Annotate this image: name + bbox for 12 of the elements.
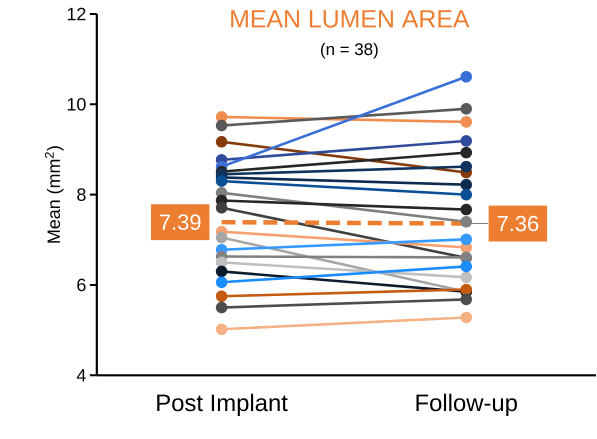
text: (n = 38)	[321, 42, 378, 58]
y-tick-label: 10	[68, 98, 86, 111]
x-tick-label: Post Implant	[157, 394, 288, 416]
y-tick-label: 8	[77, 188, 86, 201]
y-tick-label: 6	[77, 278, 86, 292]
chart-title: MEAN LUMEN AREA	[231, 10, 470, 28]
y-tick-label: 12	[68, 8, 86, 20]
x-tick-label: Follow-up	[416, 394, 517, 416]
annotation: 7.36	[498, 216, 538, 232]
annotation: 7.39	[160, 214, 200, 230]
y-axis-title: Mean (mm$^{2}$)	[44, 146, 64, 243]
y-tick-label: 4	[76, 369, 86, 382]
